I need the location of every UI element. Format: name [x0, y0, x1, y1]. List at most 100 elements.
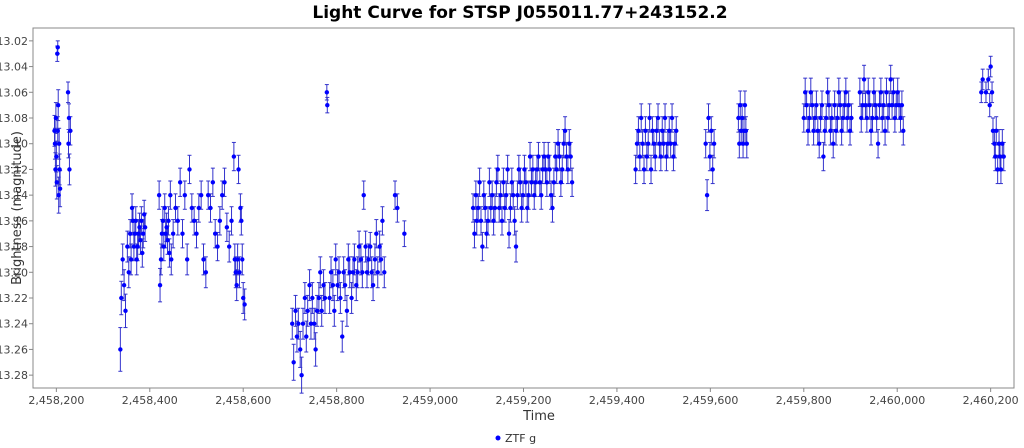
- data-point: [980, 77, 985, 82]
- data-point: [470, 205, 476, 211]
- data-point: [55, 45, 60, 50]
- data-point: [736, 115, 741, 121]
- data-point: [509, 180, 515, 185]
- data-point: [814, 102, 819, 108]
- data-point: [497, 205, 502, 211]
- data-point: [126, 270, 131, 275]
- data-point: [884, 90, 889, 95]
- data-point: [67, 167, 72, 172]
- data-point: [861, 77, 867, 82]
- data-point: [821, 154, 826, 159]
- data-point: [369, 270, 374, 275]
- x-axis-label: Time: [522, 409, 555, 424]
- x-tick-label: 2,458,600: [215, 394, 271, 407]
- data-point: [707, 154, 713, 159]
- x-tick-label: 2,458,800: [309, 394, 365, 407]
- data-point: [811, 128, 816, 134]
- data-point: [349, 295, 354, 301]
- data-point: [805, 128, 811, 134]
- data-point: [335, 282, 340, 288]
- data-point: [57, 167, 62, 172]
- data-point: [979, 90, 984, 95]
- x-tick-label: 2,460,200: [963, 394, 1019, 407]
- x-tick-label: 2,458,400: [122, 394, 178, 407]
- data-point: [808, 90, 813, 95]
- data-point: [831, 141, 836, 146]
- data-point: [198, 192, 204, 198]
- data-point: [817, 141, 822, 146]
- data-point: [358, 257, 364, 262]
- data-point: [558, 180, 564, 185]
- data-point: [891, 90, 896, 95]
- data-point: [651, 141, 657, 146]
- data-point: [881, 102, 886, 108]
- data-point: [293, 308, 298, 314]
- data-point: [1000, 141, 1005, 146]
- data-point: [180, 231, 185, 236]
- x-tick-label: 2,458,200: [28, 394, 84, 407]
- data-point: [885, 115, 891, 121]
- data-point: [501, 180, 506, 185]
- data-point: [134, 257, 139, 262]
- legend-marker-ztf-g: [495, 435, 501, 441]
- data-point: [342, 282, 348, 288]
- data-point: [511, 192, 516, 198]
- data-point: [392, 192, 398, 198]
- data-point: [318, 270, 323, 275]
- data-point: [374, 231, 379, 236]
- data-point: [640, 141, 645, 146]
- data-point: [488, 205, 493, 211]
- data-point: [548, 192, 554, 198]
- data-point: [740, 141, 746, 146]
- data-point: [125, 244, 130, 249]
- x-tick-label: 2,459,000: [402, 394, 458, 407]
- data-point: [66, 141, 71, 146]
- data-point: [241, 295, 246, 301]
- data-point: [889, 102, 895, 108]
- data-point: [227, 244, 232, 249]
- data-point: [158, 257, 164, 262]
- data-point: [395, 205, 400, 211]
- data-point: [215, 244, 220, 249]
- data-point: [704, 192, 710, 198]
- data-point: [332, 308, 337, 314]
- data-point: [647, 115, 652, 121]
- data-point: [866, 90, 871, 95]
- data-point: [662, 115, 668, 121]
- data-point: [314, 308, 320, 314]
- data-point: [224, 225, 230, 230]
- data-point: [307, 282, 312, 288]
- data-point: [319, 308, 324, 314]
- data-point: [159, 231, 165, 236]
- data-point: [57, 186, 63, 191]
- data-point: [871, 90, 877, 95]
- data-point: [341, 270, 346, 275]
- data-point: [475, 205, 481, 211]
- data-point: [378, 257, 384, 262]
- data-point: [237, 270, 242, 275]
- data-point: [845, 115, 850, 121]
- data-point: [523, 180, 529, 185]
- data-point: [473, 192, 479, 198]
- data-point: [846, 102, 851, 108]
- data-point: [525, 205, 530, 211]
- data-point: [551, 180, 557, 185]
- data-point: [291, 360, 296, 365]
- data-point: [502, 205, 508, 211]
- data-point: [706, 115, 711, 121]
- data-point: [807, 115, 812, 121]
- data-point: [801, 115, 806, 121]
- data-point: [170, 231, 176, 236]
- data-point: [633, 167, 638, 172]
- data-point: [518, 180, 523, 185]
- data-point: [553, 154, 558, 159]
- data-point: [802, 90, 808, 95]
- data-point: [56, 141, 62, 146]
- data-point: [648, 167, 654, 172]
- data-point: [129, 205, 135, 211]
- data-point: [986, 77, 991, 82]
- data-point: [541, 154, 547, 159]
- data-point: [544, 180, 550, 185]
- y-tick-label: 13.12: [0, 163, 28, 176]
- y-tick-label: 13.02: [0, 35, 28, 48]
